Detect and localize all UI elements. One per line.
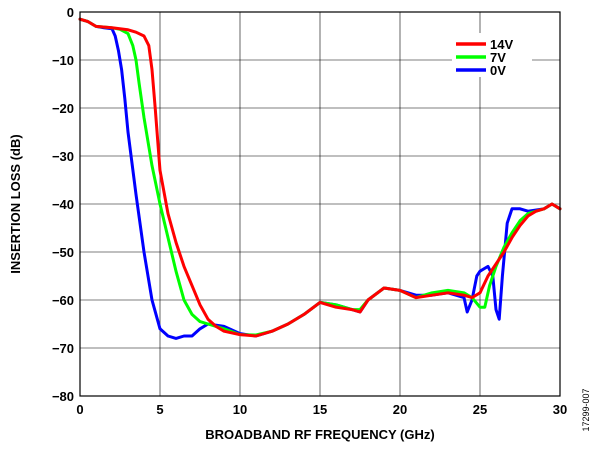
y-tick-label: −60: [52, 293, 74, 308]
y-tick-label: −30: [52, 149, 74, 164]
figure-id: 17299-007: [581, 388, 591, 431]
x-tick-label: 20: [393, 402, 407, 417]
plot-frame: [79, 11, 561, 397]
legend-label-14v: 14V: [490, 37, 513, 52]
x-tick-label: 0: [76, 402, 83, 417]
x-tick-label: 30: [553, 402, 567, 417]
legend-label-0v: 0V: [490, 63, 506, 78]
x-tick-label: 25: [473, 402, 487, 417]
y-tick-label: −10: [52, 53, 74, 68]
y-tick-label: −80: [52, 389, 74, 404]
y-tick-label: −20: [52, 101, 74, 116]
x-tick-label: 10: [233, 402, 247, 417]
x-tick-label: 15: [313, 402, 327, 417]
series-line-14v: [78, 17, 562, 338]
legend-label-7v: 7V: [490, 50, 506, 65]
y-axis-title: INSERTION LOSS (dB): [8, 134, 23, 273]
y-tick-label: −70: [52, 341, 74, 356]
series-layer: [78, 17, 562, 340]
x-axis-title: BROADBAND RF FREQUENCY (GHz): [205, 427, 434, 442]
y-tick-label: −40: [52, 197, 74, 212]
tick-labels: 0 5 10 15 20 25 30 0 −10 −20 −30 −40 −50 −60 −70 −80: [52, 5, 567, 417]
x-tick-label: 5: [156, 402, 163, 417]
y-tick-label: −50: [52, 245, 74, 260]
y-tick-label: 0: [67, 5, 74, 20]
